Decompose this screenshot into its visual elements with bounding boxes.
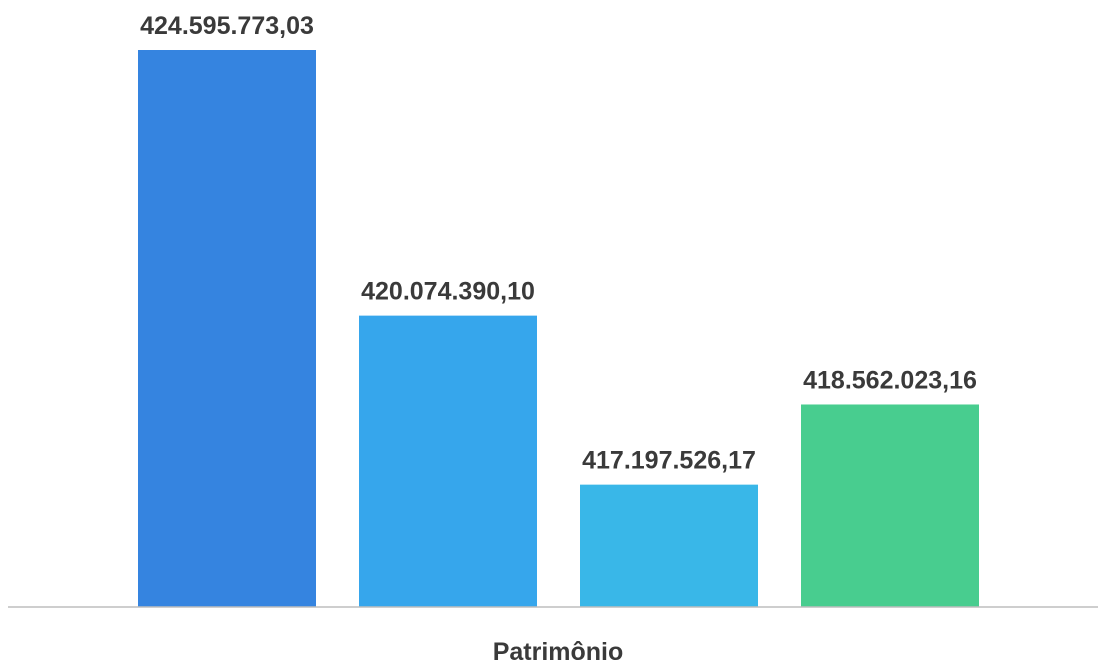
- data-label-4: 418.562.023,16: [803, 366, 977, 394]
- category-label: Patrimônio: [493, 638, 624, 666]
- bar-2: [359, 315, 537, 607]
- data-label-2: 420.074.390,10: [361, 278, 535, 306]
- bar-4: [801, 404, 979, 607]
- bar-1: [138, 50, 316, 607]
- data-label-3: 417.197.526,17: [582, 447, 756, 475]
- bars-group: [138, 50, 979, 607]
- bar-3: [580, 484, 758, 607]
- data-label-1: 424.595.773,03: [140, 12, 314, 40]
- data-labels-group: 424.595.773,03 420.074.390,10 417.197.526,…: [140, 12, 977, 475]
